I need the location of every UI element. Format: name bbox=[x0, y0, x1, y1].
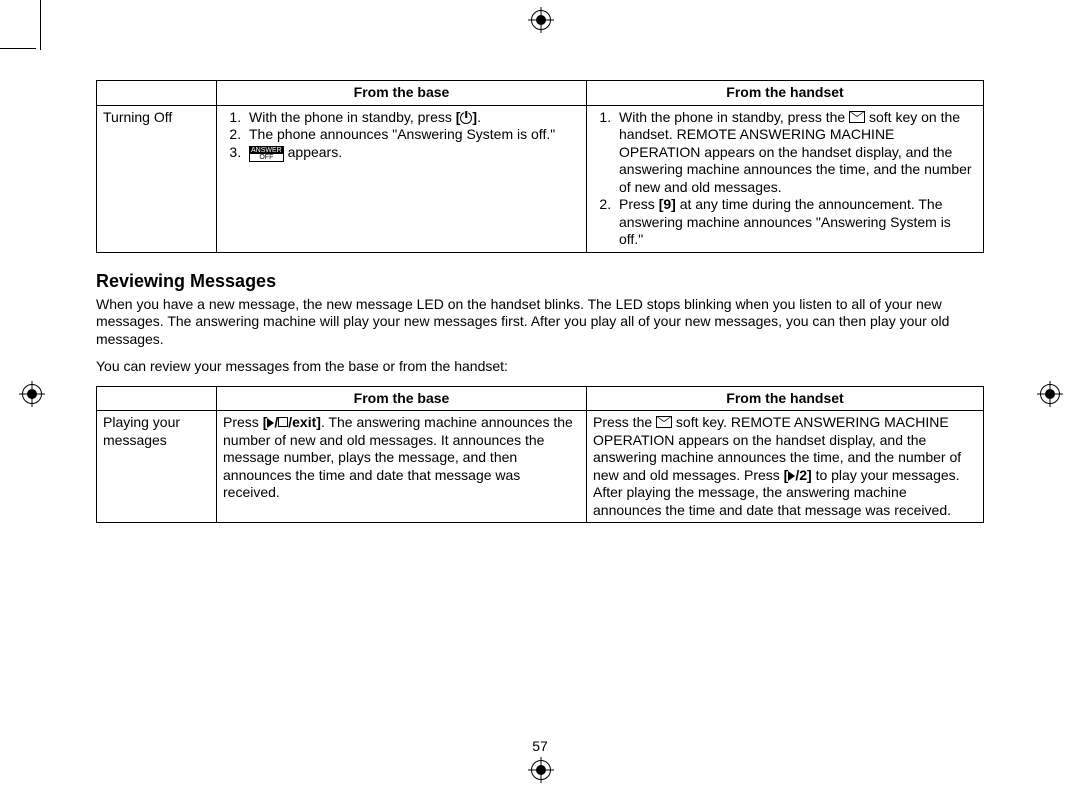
table-header-blank bbox=[97, 81, 217, 106]
envelope-icon bbox=[656, 416, 672, 428]
page-content: From the base From the handset Turning O… bbox=[96, 80, 984, 523]
page-number: 57 bbox=[0, 738, 1080, 754]
body-paragraph: When you have a new message, the new mes… bbox=[96, 296, 984, 349]
registration-mark-icon bbox=[1040, 384, 1060, 404]
table-header-base: From the base bbox=[217, 386, 587, 411]
registration-mark-icon bbox=[531, 760, 551, 780]
handset-cell: Press the soft key. REMOTE ANSWERING MAC… bbox=[587, 411, 984, 523]
table-header-row: From the base From the handset bbox=[97, 81, 984, 106]
power-icon bbox=[460, 112, 472, 124]
table-header-handset: From the handset bbox=[587, 386, 984, 411]
list-item: The phone announces "Answering System is… bbox=[245, 126, 580, 144]
base-cell: With the phone in standby, press []. The… bbox=[217, 105, 587, 252]
answer-off-icon: ANSWEROFF bbox=[249, 146, 284, 162]
table-header-row: From the base From the handset bbox=[97, 386, 984, 411]
list-item: With the phone in standby, press []. bbox=[245, 109, 580, 127]
body-paragraph: You can review your messages from the ba… bbox=[96, 358, 984, 376]
turning-off-table: From the base From the handset Turning O… bbox=[96, 80, 984, 253]
list-item: ANSWEROFF appears. bbox=[245, 144, 580, 162]
base-cell: Press [//exit]. The answering machine an… bbox=[217, 411, 587, 523]
table-header-blank bbox=[97, 386, 217, 411]
section-heading: Reviewing Messages bbox=[96, 271, 984, 292]
play-icon bbox=[267, 418, 274, 428]
crop-mark-h bbox=[0, 48, 36, 49]
playing-messages-table: From the base From the handset Playing y… bbox=[96, 386, 984, 524]
row-label: Turning Off bbox=[97, 105, 217, 252]
registration-mark-icon bbox=[22, 384, 42, 404]
handset-cell: With the phone in standby, press the sof… bbox=[587, 105, 984, 252]
list-item: Press [9] at any time during the announc… bbox=[615, 196, 977, 249]
stop-icon bbox=[278, 417, 288, 427]
row-label: Playing your messages bbox=[97, 411, 217, 523]
crop-mark-v bbox=[40, 0, 41, 50]
table-row: Playing your messages Press [//exit]. Th… bbox=[97, 411, 984, 523]
table-header-handset: From the handset bbox=[587, 81, 984, 106]
envelope-icon bbox=[849, 111, 865, 123]
table-header-base: From the base bbox=[217, 81, 587, 106]
registration-mark-icon bbox=[531, 10, 551, 30]
table-row: Turning Off With the phone in standby, p… bbox=[97, 105, 984, 252]
list-item: With the phone in standby, press the sof… bbox=[615, 109, 977, 197]
